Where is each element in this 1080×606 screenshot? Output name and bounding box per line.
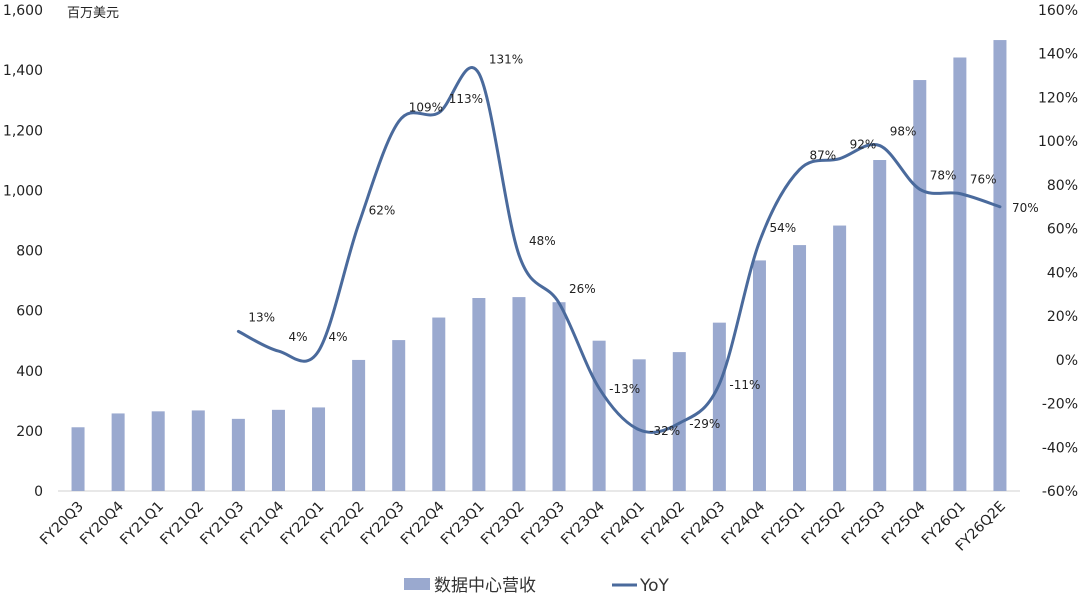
y-right-tick-label: 80% bbox=[1047, 178, 1078, 194]
bar-FY23Q4 bbox=[592, 340, 606, 491]
bars-layer bbox=[71, 40, 1007, 491]
x-tick-label: FY25Q3 bbox=[839, 499, 889, 549]
yoy-data-label: -11% bbox=[729, 378, 760, 392]
bar-FY23Q3 bbox=[552, 302, 566, 491]
yoy-data-label: 13% bbox=[248, 310, 275, 324]
x-tick-label: FY22Q2 bbox=[318, 499, 368, 549]
y-right-tick-label: 100% bbox=[1038, 134, 1078, 150]
y-right-tick-label: -20% bbox=[1042, 397, 1078, 413]
y-right-tick-label: 60% bbox=[1047, 222, 1078, 238]
x-tick-label: FY23Q4 bbox=[558, 498, 608, 548]
bar-FY24Q4 bbox=[752, 260, 766, 491]
legend: 数据中心营收 YoY bbox=[404, 576, 670, 596]
yoy-data-label: 87% bbox=[810, 149, 837, 163]
yoy-data-label: 92% bbox=[850, 138, 877, 152]
x-tick-label: FY25Q4 bbox=[879, 498, 929, 548]
y-left-tick-label: 1,200 bbox=[3, 123, 43, 139]
yoy-data-label: -13% bbox=[609, 382, 640, 396]
yoy-data-label: 78% bbox=[930, 168, 957, 182]
y-right-tick-label: 160% bbox=[1038, 3, 1078, 19]
yoy-data-label: 48% bbox=[529, 234, 556, 248]
y-right-tick-label: 120% bbox=[1038, 90, 1078, 106]
yoy-data-label: 76% bbox=[970, 173, 997, 187]
yoy-data-label: 98% bbox=[890, 125, 917, 139]
y-right-tick-label: -40% bbox=[1042, 440, 1078, 456]
legend-swatch-bar bbox=[404, 578, 430, 590]
y-left-tick-label: 1,400 bbox=[3, 63, 43, 79]
bar-FY20Q3 bbox=[71, 427, 85, 491]
bar-FY25Q3 bbox=[873, 160, 887, 491]
y-left-tick-label: 200 bbox=[16, 424, 43, 440]
x-tick-label: FY22Q4 bbox=[398, 498, 448, 548]
bar-FY26Q2E bbox=[993, 40, 1007, 491]
bar-FY22Q3 bbox=[392, 340, 406, 491]
y-left-tick-label: 1,000 bbox=[3, 183, 43, 199]
legend-label-bar: 数据中心营收 bbox=[434, 576, 536, 596]
yoy-data-label: 113% bbox=[449, 92, 483, 106]
bar-FY21Q1 bbox=[151, 411, 165, 491]
line-layer bbox=[236, 66, 1002, 434]
y-right-tick-label: 140% bbox=[1038, 47, 1078, 63]
x-tick-label: FY23Q3 bbox=[518, 499, 568, 549]
data-labels-layer: 13% 4% 4% 62% 109% 113% 131% 48% 26% -13% -32% -29%… bbox=[248, 52, 1038, 437]
bar-FY22Q1 bbox=[312, 407, 326, 491]
x-tick-label: FY20Q3 bbox=[37, 499, 87, 549]
yoy-data-label: -32% bbox=[649, 424, 680, 438]
x-tick-label: FY25Q1 bbox=[759, 499, 809, 549]
y-right-tick-label: 0% bbox=[1056, 353, 1078, 369]
yoy-data-label: 131% bbox=[489, 52, 523, 66]
y-left-tick-label: 1,600 bbox=[3, 3, 43, 19]
yoy-data-label: 26% bbox=[569, 282, 596, 296]
y-right-tick-label: 20% bbox=[1047, 309, 1078, 325]
yoy-data-label: 54% bbox=[769, 221, 796, 235]
x-tick-label: FY22Q1 bbox=[278, 499, 328, 549]
bar-FY21Q3 bbox=[231, 418, 245, 491]
x-tick-label: FY24Q3 bbox=[678, 499, 728, 549]
yoy-data-label: 70% bbox=[1012, 201, 1039, 215]
yoy-data-label: -29% bbox=[689, 417, 720, 431]
bar-FY23Q2 bbox=[512, 297, 526, 491]
bar-FY24Q3 bbox=[712, 322, 726, 491]
bar-FY24Q1 bbox=[632, 359, 646, 491]
x-tick-label: FY22Q3 bbox=[358, 499, 408, 549]
bar-FY23Q1 bbox=[472, 297, 486, 491]
x-tick-label: FY24Q2 bbox=[638, 499, 688, 549]
x-tick-label: FY23Q1 bbox=[438, 499, 488, 549]
x-tick-label: FY23Q2 bbox=[478, 499, 528, 549]
bar-FY22Q4 bbox=[432, 317, 446, 491]
x-tick-label: FY21Q1 bbox=[117, 499, 167, 549]
yoy-line bbox=[236, 66, 1002, 434]
y-left-tick-label: 400 bbox=[16, 364, 43, 380]
y-left-tick-label: 600 bbox=[16, 304, 43, 320]
yoy-data-label: 109% bbox=[409, 101, 443, 115]
bar-FY21Q4 bbox=[271, 409, 285, 491]
x-tick-label: FY20Q4 bbox=[77, 498, 127, 548]
left-axis-unit-label: 百万美元 bbox=[67, 6, 119, 21]
x-tick-label: FY21Q3 bbox=[197, 499, 247, 549]
bar-FY21Q2 bbox=[191, 410, 205, 491]
x-tick-label: FY21Q2 bbox=[157, 499, 207, 549]
x-tick-label: FY21Q4 bbox=[238, 498, 288, 548]
y-left-tick-label: 800 bbox=[16, 244, 43, 260]
bar-FY22Q2 bbox=[352, 359, 366, 491]
bar-FY26Q1 bbox=[953, 57, 967, 491]
yoy-data-label: 4% bbox=[329, 330, 348, 344]
yoy-data-label: 4% bbox=[288, 330, 307, 344]
legend-label-line: YoY bbox=[639, 576, 670, 596]
bar-FY20Q4 bbox=[111, 413, 125, 491]
y-right-tick-label: -60% bbox=[1042, 484, 1078, 500]
y-right-tick-label: 40% bbox=[1047, 265, 1078, 281]
y-left-tick-label: 0 bbox=[34, 484, 43, 500]
x-tick-label: FY24Q4 bbox=[719, 498, 769, 548]
x-tick-label: FY25Q2 bbox=[799, 499, 849, 549]
x-tick-label: FY24Q1 bbox=[598, 499, 648, 549]
bar-FY25Q2 bbox=[833, 225, 847, 491]
yoy-data-label: 62% bbox=[369, 203, 396, 217]
bar-FY25Q4 bbox=[913, 80, 927, 491]
bar-FY25Q1 bbox=[793, 245, 807, 491]
